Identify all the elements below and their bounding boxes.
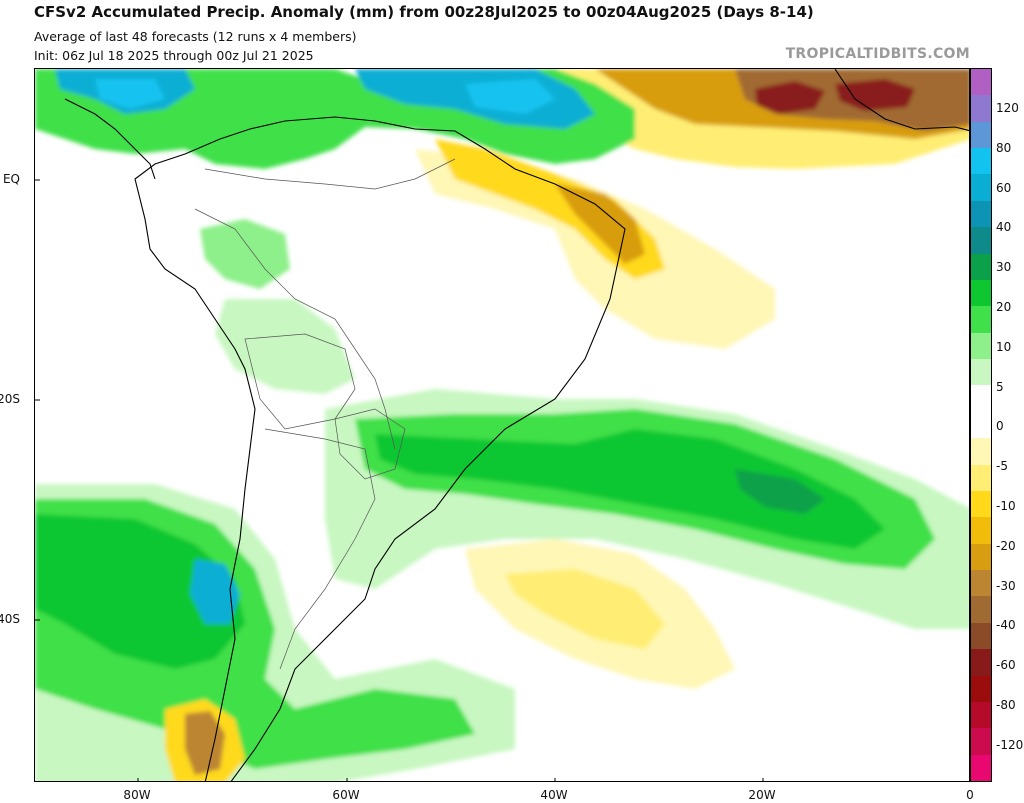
- wet-anomaly-south-atlantic-max: [735, 469, 825, 514]
- colorbar-segment: [971, 200, 991, 228]
- colorbar-segment: [971, 490, 991, 518]
- border-argentina: [264, 428, 376, 670]
- colorbar-segment: [971, 675, 991, 703]
- wet-anomaly-central-america: [95, 79, 165, 109]
- lat-label-20s: 20S: [0, 392, 20, 406]
- anomaly-field: [35, 69, 969, 781]
- colorbar-segment: [971, 279, 991, 307]
- colorbar-label: 20: [996, 300, 1012, 314]
- chart-title: CFSv2 Accumulated Precip. Anomaly (mm) f…: [34, 3, 814, 21]
- wet-anomaly-south-atlantic-core: [375, 429, 885, 549]
- colorbar-label: 5: [996, 379, 1004, 394]
- dry-anomaly-south-atlantic-core: [505, 569, 665, 649]
- country-borders: [194, 158, 456, 670]
- colorbar-label: 0: [996, 419, 1004, 434]
- colorbar-label: 10: [996, 339, 1012, 354]
- lat-label-40s: 40S: [0, 612, 20, 626]
- central-america-coastline: [64, 98, 156, 180]
- colorbar-label: 80: [996, 140, 1012, 155]
- border-paraguay: [334, 408, 406, 480]
- colorbar-segment: [971, 95, 991, 123]
- subtitle-forecasts: Average of last 48 forecasts (12 runs x …: [34, 29, 357, 44]
- colorbar-segment: [971, 570, 991, 597]
- colorbar-label: -5: [996, 459, 1008, 474]
- wet-anomaly-chile-core: [35, 514, 245, 669]
- colorbar-label: -20: [996, 538, 1016, 553]
- colorbar-label: -40: [996, 618, 1016, 633]
- colorbar-segment: [971, 438, 991, 466]
- colorbar-segment: [971, 253, 991, 281]
- coastlines: [64, 69, 969, 781]
- dry-anomaly-ne-brazil-core: [555, 184, 645, 264]
- colorbar-segment: [971, 121, 991, 149]
- colorbar-label: 30: [996, 260, 1012, 275]
- colorbar-label: 120: [996, 101, 1019, 115]
- lat-label-eq: EQ: [2, 172, 20, 186]
- colorbar-label: -80: [996, 698, 1016, 712]
- colorbar-segment: [971, 596, 991, 624]
- colorbar-label: -120: [996, 737, 1024, 752]
- colorbar-segment: [971, 411, 991, 439]
- colorbar-segment: [971, 517, 991, 545]
- colorbar-label: -30: [996, 578, 1016, 593]
- colorbar-segment: [971, 69, 991, 96]
- lon-label-60w: 60W: [332, 788, 360, 802]
- colorbar-segment: [971, 148, 991, 175]
- precip-anomaly-map: [34, 68, 970, 782]
- colorbar-label: -60: [996, 658, 1016, 673]
- border-bolivia: [244, 333, 356, 430]
- credit-text: TROPICALTIDBITS.COM: [785, 46, 970, 62]
- wet-anomaly-amazon: [200, 219, 290, 289]
- colorbar-label: -10: [996, 499, 1016, 513]
- colorbar-segment: [971, 306, 991, 334]
- colorbar-segment: [971, 385, 991, 413]
- colorbar-label: 60: [996, 180, 1012, 195]
- colorbar-segment: [971, 359, 991, 386]
- lon-label-40w: 40W: [540, 788, 568, 802]
- colorbar-label: 40: [996, 220, 1012, 235]
- colorbar-segment: [971, 227, 991, 255]
- lon-label-80w: 80W: [123, 788, 151, 802]
- colorbar-segment: [971, 649, 991, 676]
- wet-anomaly-atlantic-peak: [465, 79, 555, 114]
- wet-anomaly-chile-max: [190, 559, 240, 624]
- colorbar-segment: [971, 543, 991, 571]
- colorbar-segment: [971, 622, 991, 650]
- west-africa-coastline: [834, 69, 969, 132]
- lon-label-0: 0: [966, 788, 974, 802]
- dry-anomaly-tierra-del-fuego-core: [185, 711, 225, 775]
- colorbar-segment: [971, 174, 991, 202]
- colorbar-segment: [971, 332, 991, 360]
- border-brazil-west: [194, 208, 396, 450]
- colorbar-segment: [971, 754, 991, 782]
- colorbar-segment: [971, 728, 991, 756]
- subtitle-init: Init: 06z Jul 18 2025 through 00z Jul 21…: [34, 48, 314, 63]
- colorbar: [970, 68, 992, 782]
- dry-anomaly-north-atlantic-max: [755, 81, 825, 114]
- graticule-ticks: [35, 179, 764, 781]
- south-america-coastline: [134, 116, 626, 781]
- wet-anomaly-bolivia-halo: [215, 299, 355, 394]
- lon-label-20w: 20W: [748, 788, 776, 802]
- colorbar-segment: [971, 701, 991, 729]
- border-brazil-north: [204, 158, 456, 190]
- dry-anomaly-sahel-max: [835, 79, 915, 111]
- map-canvas: [35, 69, 969, 781]
- colorbar-segment: [971, 464, 991, 492]
